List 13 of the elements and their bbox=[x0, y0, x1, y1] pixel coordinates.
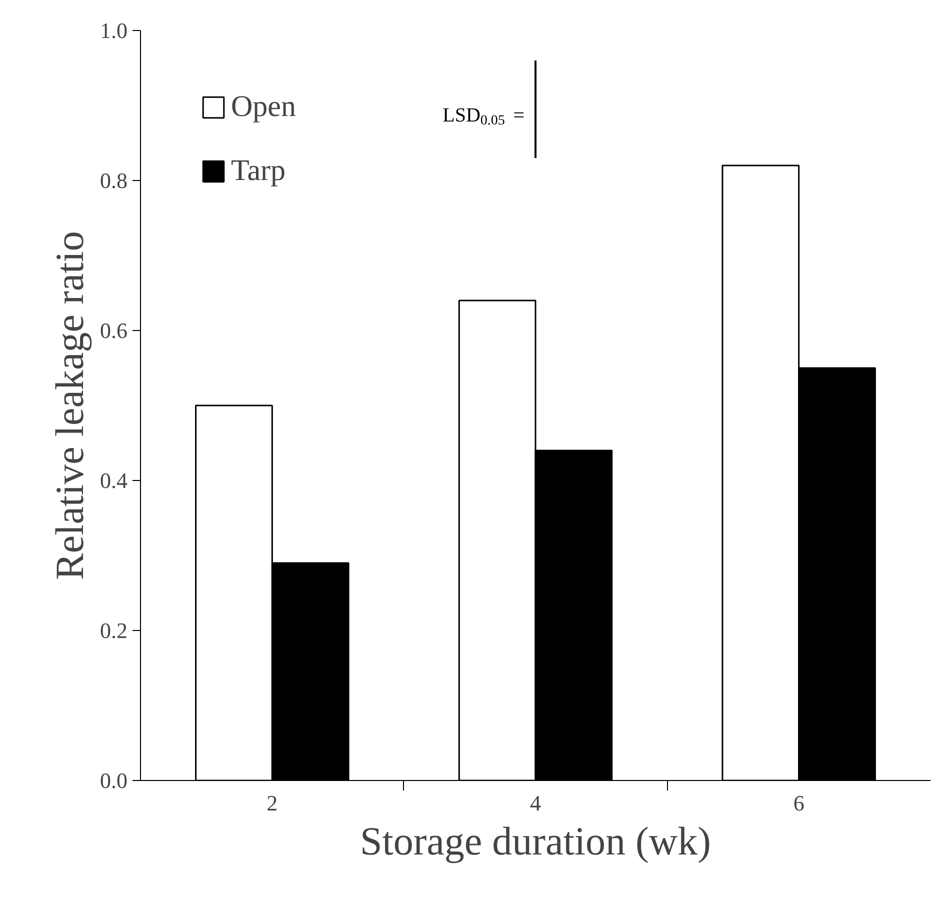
legend-label: Open bbox=[231, 90, 296, 124]
y-tick-label: 1.0 bbox=[100, 18, 128, 43]
y-tick-label: 0.4 bbox=[100, 468, 128, 493]
x-tick-label: 2 bbox=[266, 790, 278, 816]
y-tick-label: 0.6 bbox=[100, 318, 128, 343]
x-axis-title: Storage duration (wk) bbox=[360, 818, 712, 864]
x-tick-label: 4 bbox=[530, 790, 541, 816]
x-tick-label: 6 bbox=[793, 790, 804, 816]
y-tick-label: 0.2 bbox=[100, 618, 128, 643]
y-tick-label: 0.8 bbox=[100, 168, 128, 193]
y-axis-title: Relative leakage ratio bbox=[47, 231, 92, 580]
y-tick-label: 0.0 bbox=[100, 768, 128, 793]
legend-label: Tarp bbox=[231, 154, 286, 188]
